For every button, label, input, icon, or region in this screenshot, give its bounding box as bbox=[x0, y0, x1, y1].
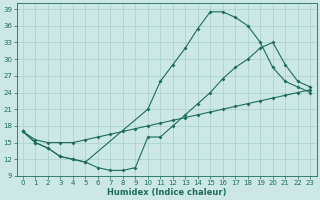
X-axis label: Humidex (Indice chaleur): Humidex (Indice chaleur) bbox=[107, 188, 226, 197]
